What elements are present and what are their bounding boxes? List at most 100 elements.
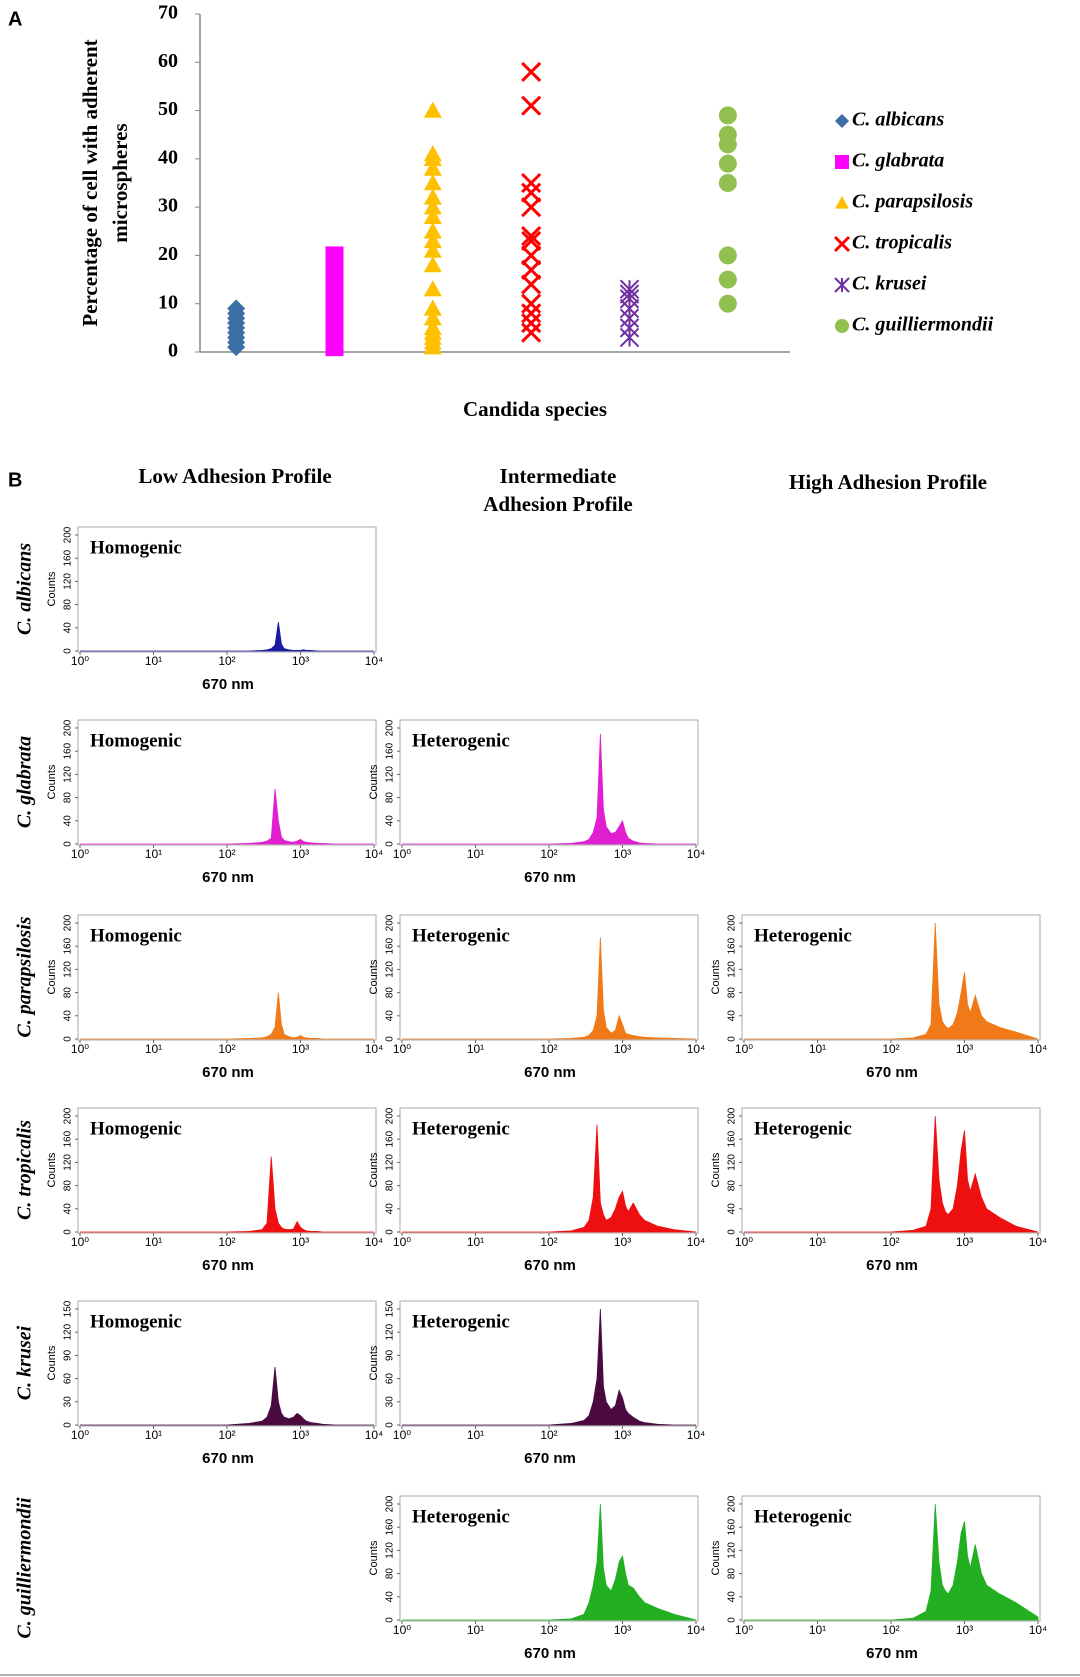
y-tick-label: 160 [385,742,396,759]
histogram-area [80,621,374,652]
marker [835,196,849,209]
x-tick-label: 10² [540,1623,557,1637]
column-header: High Adhesion Profile [789,470,987,494]
x-tick-label: 10⁴ [687,847,706,861]
column-header: Low Adhesion Profile [138,464,331,488]
y-tick-label: 30 [158,195,178,217]
y-tick-label: 40 [385,1591,396,1603]
x-tick-label: 10⁴ [1029,1042,1048,1056]
plot-frame [77,914,377,1041]
marker [835,155,849,169]
x-tick-label: 10¹ [145,1042,162,1056]
panel-label: B [8,469,22,491]
y-tick-label: 200 [63,719,74,736]
y-tick-label: 40 [63,1203,74,1215]
marker [423,198,442,215]
y-axis-label: Counts [46,571,58,606]
x-axis-label: 670 nm [202,869,254,886]
y-tick-label: 160 [727,1130,738,1147]
legend-label: C. guilliermondii [852,314,994,336]
annotation: Heterogenic [412,1311,510,1332]
y-tick-label: 80 [727,987,738,999]
marker [521,259,542,280]
x-tick-label: 10⁴ [1029,1235,1048,1249]
column-header: Intermediate [500,464,617,488]
y-tick-label: 120 [385,1154,396,1171]
y-tick-label: 80 [63,987,74,999]
x-tick-label: 10⁰ [71,1428,89,1442]
annotation: Heterogenic [754,925,852,946]
y-tick-label: 40 [63,1010,74,1022]
annotation: Heterogenic [754,1506,852,1527]
marker [423,159,442,176]
marker [521,61,542,83]
x-tick-label: 10² [540,1042,557,1056]
x-tick-label: 10¹ [145,1235,162,1249]
marker [718,154,737,173]
plot-frame [77,526,377,653]
y-tick-label: 160 [385,937,396,954]
x-tick-label: 10⁰ [71,654,89,668]
marker [423,241,442,258]
x-tick-label: 10⁴ [687,1235,706,1249]
y-axis-label: Counts [46,1345,58,1380]
y-tick-label: 120 [385,1323,396,1340]
y-tick-label: 0 [63,841,74,847]
annotation: Heterogenic [412,925,510,946]
y-tick-label: 200 [63,526,74,543]
x-tick-label: 10² [218,847,235,861]
x-tick-label: 10² [540,1235,557,1249]
x-tick-label: 10⁰ [735,1235,753,1249]
marker [423,222,442,239]
y-tick-label: 120 [385,766,396,783]
marker [718,294,737,313]
y-tick-label: 120 [727,961,738,978]
y-tick-label: 0 [63,1422,74,1428]
x-tick-label: 10² [882,1623,899,1637]
y-tick-label: 120 [63,961,74,978]
y-tick-label: 200 [385,1107,396,1124]
x-axis-label: Candida species [463,397,607,421]
plot-frame [77,1300,377,1427]
x-axis-label: 670 nm [524,1450,576,1467]
x-tick-label: 10⁰ [71,847,89,861]
legend-label: C. glabrata [852,150,944,172]
annotation: Homogenic [90,1311,182,1332]
y-axis-label: Counts [368,1152,380,1187]
plot-frame [399,1300,699,1427]
marker [521,95,542,116]
x-tick-label: 10⁴ [365,1042,384,1056]
marker [423,309,442,326]
y-axis-label: Counts [368,1345,380,1380]
y-axis-label: Counts [710,959,722,994]
x-tick-label: 10³ [614,1042,631,1056]
annotation: Heterogenic [754,1118,852,1139]
x-tick-label: 10⁰ [71,1235,89,1249]
plot-frame [77,719,377,846]
histogram-area [402,1308,696,1426]
marker [521,322,542,343]
y-tick-label: 90 [385,1349,396,1361]
y-tick-label: 0 [168,340,178,362]
column-header: Adhesion Profile [483,492,633,516]
marker [423,231,442,249]
row-label: C. albicans [14,543,36,635]
y-axis-label: Counts [46,1152,58,1187]
marker [423,256,442,273]
legend-label: C. parapsilosis [852,191,973,213]
x-axis-label: 670 nm [202,1450,254,1467]
y-tick-label: 120 [63,766,74,783]
x-tick-label: 10³ [292,847,309,861]
histogram-area [402,1124,697,1233]
y-tick-label: 200 [727,1495,738,1512]
histogram-area [80,1366,374,1426]
y-tick-label: 200 [385,1495,396,1512]
marker [833,235,851,253]
x-tick-label: 10² [540,847,557,861]
marker [521,312,542,334]
y-tick-label: 80 [63,599,74,611]
y-tick-label: 60 [63,1373,74,1385]
x-tick-label: 10³ [292,1235,309,1249]
y-tick-label: 120 [727,1154,738,1171]
annotation: Homogenic [90,1118,182,1139]
